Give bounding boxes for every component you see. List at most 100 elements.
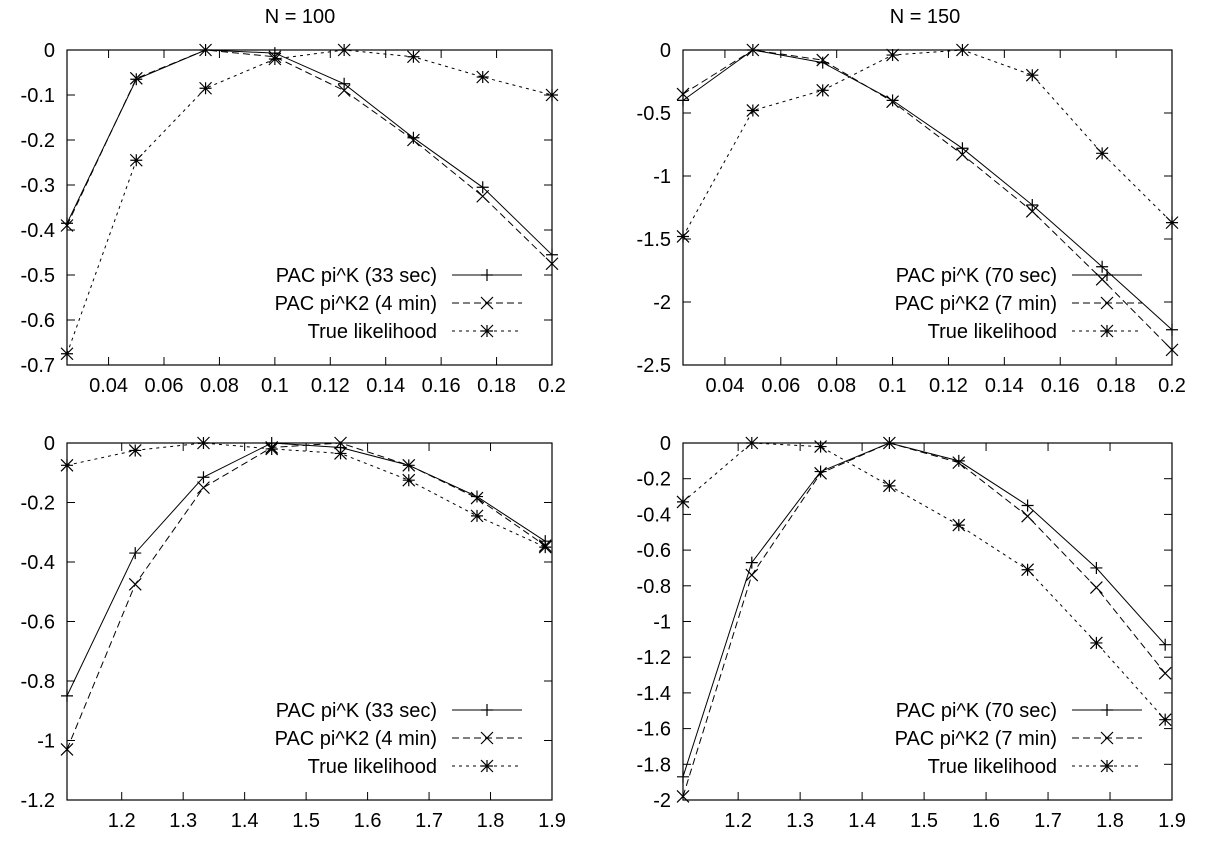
star-marker xyxy=(1025,68,1039,82)
x-tick-label: 1.4 xyxy=(848,810,876,832)
cross-marker xyxy=(1100,296,1114,310)
star-marker-stroke xyxy=(538,540,552,554)
y-tick-label: -0.6 xyxy=(21,612,55,634)
star-marker-stroke xyxy=(128,444,142,457)
cross-marker-stroke xyxy=(545,257,559,271)
cross-marker xyxy=(676,790,690,803)
plus-marker-stroke xyxy=(130,73,143,86)
y-tick-label: 0 xyxy=(44,40,55,62)
x-tick-label: 0.08 xyxy=(817,375,856,397)
series-line xyxy=(682,442,1166,721)
cross-marker-stroke xyxy=(1158,666,1172,680)
star-marker xyxy=(1100,324,1114,338)
y-tick-label: -0.4 xyxy=(21,220,55,242)
star-marker xyxy=(1021,563,1035,577)
cross-marker xyxy=(407,133,420,147)
star-marker-stroke xyxy=(676,495,690,509)
star-marker xyxy=(1089,636,1103,650)
legend-label: PAC pi^K (33 sec) xyxy=(276,265,437,287)
plus-marker-stroke xyxy=(546,248,558,261)
star-marker xyxy=(470,509,484,523)
plus-marker-stroke xyxy=(481,269,493,281)
series-line xyxy=(66,49,553,354)
series-line xyxy=(66,442,546,750)
y-tick-label: -0.2 xyxy=(21,130,55,152)
cross-marker xyxy=(60,219,74,232)
star-marker xyxy=(745,436,759,450)
plus-marker xyxy=(677,770,689,783)
plus-marker-stroke xyxy=(129,547,142,560)
panel-title: N = 150 xyxy=(890,6,961,28)
plus-marker xyxy=(1101,704,1113,716)
cross-marker xyxy=(1021,509,1035,523)
plus-marker xyxy=(956,142,969,155)
plus-marker-stroke xyxy=(197,471,210,484)
x-tick-label: 0.14 xyxy=(985,375,1024,397)
star-marker xyxy=(199,81,212,95)
x-tick-label: 1.2 xyxy=(724,810,752,832)
star-marker-stroke xyxy=(1025,68,1039,82)
plus-marker-stroke xyxy=(677,770,689,783)
cross-marker-stroke xyxy=(480,296,494,310)
y-tick-label: -0.1 xyxy=(21,85,55,107)
x-tick-label: 0.16 xyxy=(422,375,461,397)
series-line xyxy=(66,442,546,697)
y-tick-label: -0.6 xyxy=(637,540,671,562)
cross-marker-stroke xyxy=(676,87,690,101)
cross-marker-stroke xyxy=(470,491,484,505)
plus-marker xyxy=(1166,323,1178,336)
star-marker-stroke xyxy=(480,759,494,773)
star-marker xyxy=(334,446,347,460)
star-marker xyxy=(129,153,143,167)
plus-marker xyxy=(1090,561,1103,574)
legend-label: True likelihood xyxy=(928,321,1057,343)
star-marker-stroke xyxy=(129,153,143,167)
y-tick-label: -1.5 xyxy=(637,229,671,251)
cross-marker-stroke xyxy=(476,189,490,203)
x-tick-label: 0.12 xyxy=(929,375,968,397)
x-tick-label: 0.18 xyxy=(477,375,516,397)
x-tick-label: 1.5 xyxy=(910,810,938,832)
legend-label: PAC pi^K2 (7 min) xyxy=(895,293,1057,315)
y-tick-label: -0.7 xyxy=(21,355,55,377)
star-marker xyxy=(265,442,279,456)
y-tick-label: -0.2 xyxy=(637,469,671,491)
x-tick-label: 0.16 xyxy=(1041,375,1080,397)
star-marker-stroke xyxy=(1165,216,1179,230)
y-tick-label: -0.5 xyxy=(21,265,55,287)
plus-marker xyxy=(677,94,689,107)
x-tick-label: 0.14 xyxy=(366,375,405,397)
plus-marker-stroke xyxy=(745,556,758,569)
y-tick-label: -1 xyxy=(653,612,671,634)
legend-label: PAC pi^K2 (4 min) xyxy=(275,728,437,750)
cross-marker-stroke xyxy=(402,458,416,472)
plus-marker-stroke xyxy=(1101,704,1113,716)
cross-marker xyxy=(1165,343,1179,357)
cross-marker xyxy=(1089,581,1103,595)
star-marker xyxy=(952,518,966,532)
cross-marker-stroke xyxy=(814,466,828,480)
plus-marker-stroke xyxy=(1090,561,1103,574)
cross-marker-stroke xyxy=(1100,296,1114,310)
plot-frame xyxy=(682,49,1173,366)
y-tick-label: -0.5 xyxy=(637,103,671,125)
x-tick-label: 1.6 xyxy=(354,810,382,832)
cross-marker-stroke xyxy=(956,148,969,162)
plus-marker-stroke xyxy=(1101,269,1113,281)
plus-marker xyxy=(476,181,489,194)
x-tick-label: 0.04 xyxy=(89,375,128,397)
cross-marker-stroke xyxy=(60,743,74,756)
series-line xyxy=(682,442,1166,797)
y-tick-label: -0.6 xyxy=(21,310,55,332)
star-marker-stroke xyxy=(956,43,969,57)
cross-marker-stroke xyxy=(882,436,896,450)
star-marker-stroke xyxy=(1158,713,1172,727)
cross-marker-stroke xyxy=(129,71,143,85)
cross-marker-stroke xyxy=(60,219,74,232)
x-tick-label: 1.8 xyxy=(477,810,505,832)
panel-n150-top: N = 150 0.04 0.06 0.08 0.1 0.12 0.14 0.16 0.18 0… xyxy=(637,6,1186,397)
star-marker-stroke xyxy=(1100,324,1114,338)
cross-marker xyxy=(956,148,969,162)
legend-label: True likelihood xyxy=(928,756,1057,778)
cross-marker xyxy=(480,731,494,745)
